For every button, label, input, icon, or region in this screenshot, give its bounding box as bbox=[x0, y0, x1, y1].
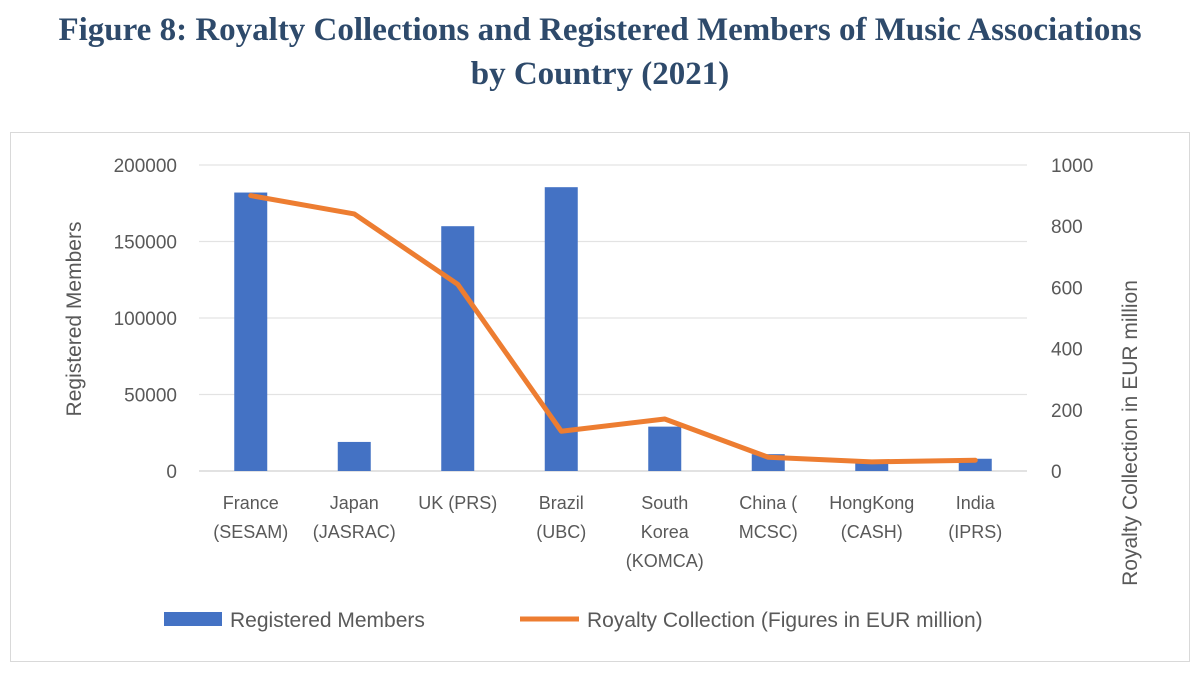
axes: 0 50000 100000 150000 200000 0 200 400 600 800 100… bbox=[114, 156, 1094, 571]
line-series bbox=[248, 193, 978, 465]
y-tick-label-left: 0 bbox=[166, 462, 177, 483]
y-tick-label-right: 600 bbox=[1051, 278, 1083, 299]
bar bbox=[337, 441, 371, 471]
bar bbox=[544, 187, 578, 471]
bar bbox=[441, 226, 475, 471]
x-tick-label: China (MCSC) bbox=[739, 493, 798, 542]
y-tick-label-right: 0 bbox=[1051, 462, 1062, 483]
x-tick-label: HongKong (CASH) bbox=[829, 493, 914, 542]
figure-title-line-1: Figure 8: Royalty Collections and Regist… bbox=[58, 12, 1142, 48]
bar bbox=[855, 463, 889, 471]
y-tick-label-left: 150000 bbox=[114, 233, 177, 254]
legend-swatch-bars bbox=[164, 612, 222, 626]
x-tick-label: India (IPRS) bbox=[948, 493, 1002, 542]
x-tick-label: Brazil (UBC) bbox=[536, 493, 586, 542]
y-tick-label-right: 400 bbox=[1051, 340, 1083, 361]
legend-label-line: Royalty Collection (Figures in EUR milli… bbox=[587, 609, 983, 632]
y-axis-title-right: Royalty Collection in EUR million bbox=[1119, 280, 1142, 586]
bar bbox=[234, 192, 268, 471]
y-axis-title-left: Registered Members bbox=[63, 222, 86, 417]
y-tick-label-right: 200 bbox=[1051, 401, 1083, 422]
combo-chart: 0 50000 100000 150000 200000 0 200 400 600 800 100… bbox=[63, 156, 1142, 632]
y-tick-label-left: 50000 bbox=[124, 386, 177, 407]
royalty-line bbox=[248, 193, 978, 465]
y-tick-label-left: 200000 bbox=[114, 156, 177, 177]
x-tick-label: Japan (JASRAC) bbox=[313, 493, 396, 542]
bars bbox=[234, 187, 992, 471]
bar bbox=[648, 426, 682, 471]
y-tick-label-right: 1000 bbox=[1051, 156, 1093, 177]
legend: Registered Members Royalty Collection (F… bbox=[164, 609, 983, 632]
x-tick-label: France (SESAM) bbox=[213, 493, 288, 542]
figure-title: Figure 8: Royalty Collections and Regist… bbox=[0, 8, 1200, 96]
y-tick-label-right: 800 bbox=[1051, 217, 1083, 238]
legend-label-bars: Registered Members bbox=[230, 609, 425, 632]
y-tick-label-left: 100000 bbox=[114, 309, 177, 330]
figure-title-line-2: by Country (2021) bbox=[470, 56, 730, 92]
gridlines bbox=[199, 164, 1027, 472]
x-tick-label: South Korea (KOMCA) bbox=[626, 493, 704, 571]
chart-frame: 0 50000 100000 150000 200000 0 200 400 600 800 100… bbox=[10, 132, 1190, 662]
x-tick-label: UK (PRS) bbox=[418, 493, 497, 513]
